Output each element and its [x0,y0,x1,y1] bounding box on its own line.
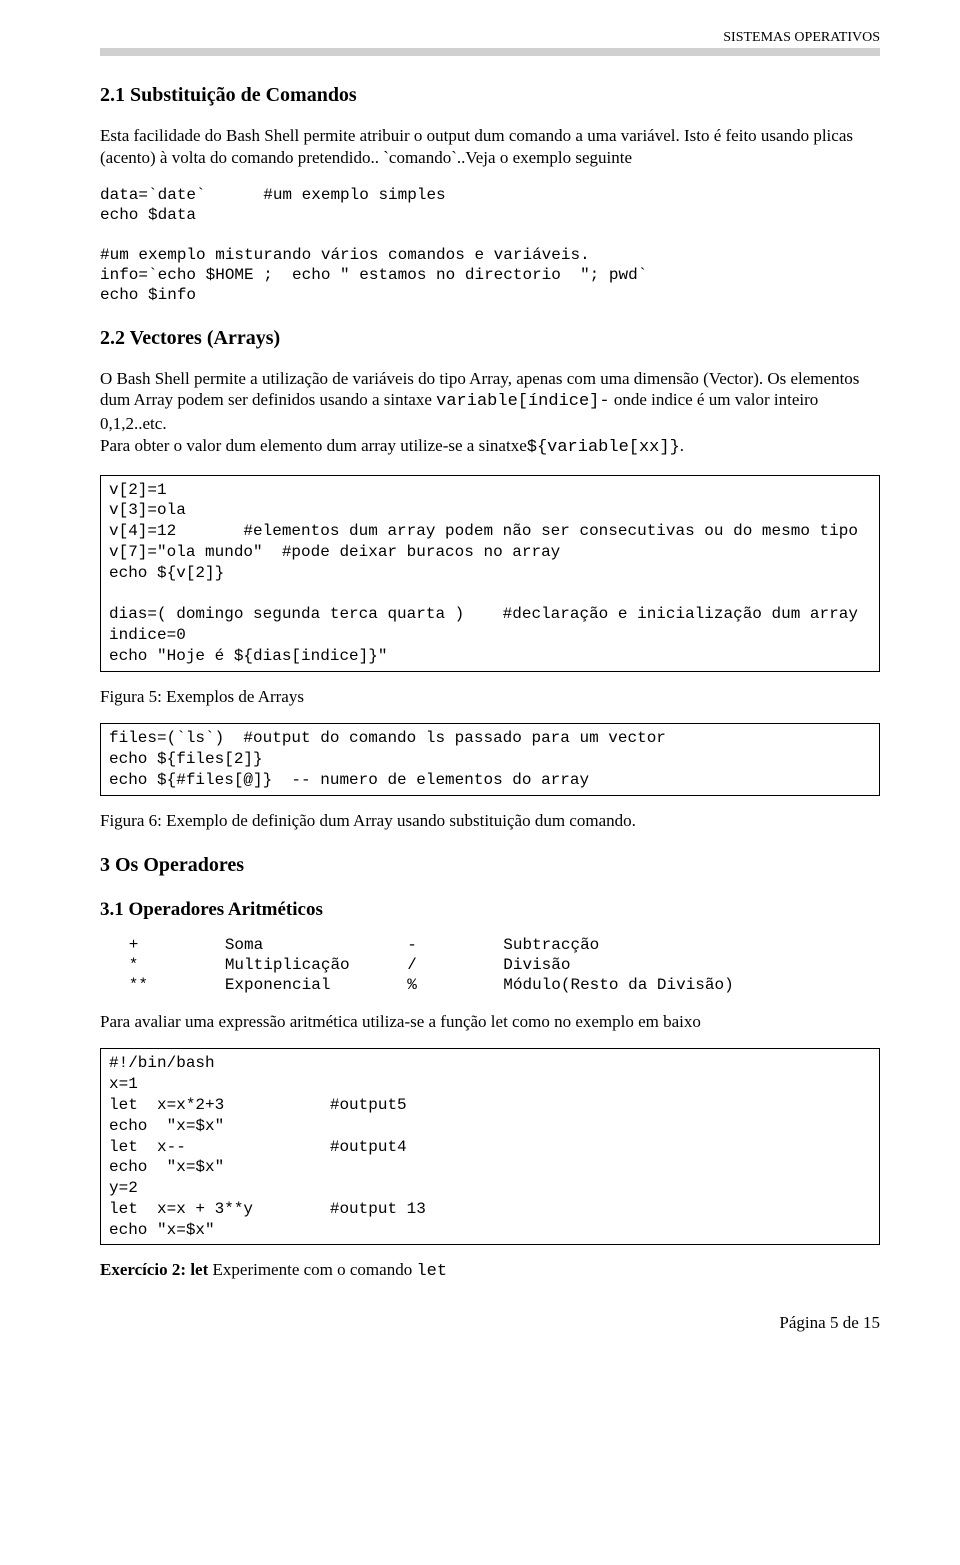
header-rule [100,48,880,56]
heading-2-2: 2.2 Vectores (Arrays) [100,327,880,350]
para-2-2-text-c: Para obter o valor dum elemento dum arra… [100,436,527,455]
page: SISTEMAS OPERATIVOS 2.1 Substituição de … [0,0,960,1373]
exercise-2-text: Experimente com o comando [208,1260,416,1279]
para-3-1-intro: Para avaliar uma expressão aritmética ut… [100,1011,880,1033]
header-course: SISTEMAS OPERATIVOS [100,30,880,46]
operator-table: + Soma - Subtracção * Multiplicação / Di… [100,935,880,995]
para-2-1-intro: Esta facilidade do Bash Shell permite at… [100,125,880,169]
exercise-2-cmd: let [416,1262,447,1281]
code-box-arrays: v[2]=1 v[3]=ola v[4]=12 #elementos dum a… [100,475,880,672]
heading-3: 3 Os Operadores [100,854,880,877]
heading-3-1: 3.1 Operadores Aritméticos [100,899,880,921]
para-2-2-intro: O Bash Shell permite a utilização de var… [100,368,880,459]
code-2-1: data=`date` #um exemplo simples echo $da… [100,185,880,305]
exercise-2: Exercício 2: let Experimente com o coman… [100,1259,880,1283]
code-inline-variable-xx: ${variable[xx]} [527,438,680,457]
heading-2-1: 2.1 Substituição de Comandos [100,84,880,107]
exercise-2-label: Exercício 2: let [100,1260,208,1279]
caption-fig-6: Figura 6: Exemplo de definição dum Array… [100,810,880,832]
code-inline-variable-indice: variable[índice]- [436,392,609,411]
code-box-let: #!/bin/bash x=1 let x=x*2+3 #output5 ech… [100,1048,880,1245]
page-footer: Página 5 de 15 [100,1313,880,1333]
caption-fig-5: Figura 5: Exemplos de Arrays [100,686,880,708]
code-box-files: files=(`ls`) #output do comando ls passa… [100,723,880,795]
para-2-2-text-d: . [680,436,684,455]
